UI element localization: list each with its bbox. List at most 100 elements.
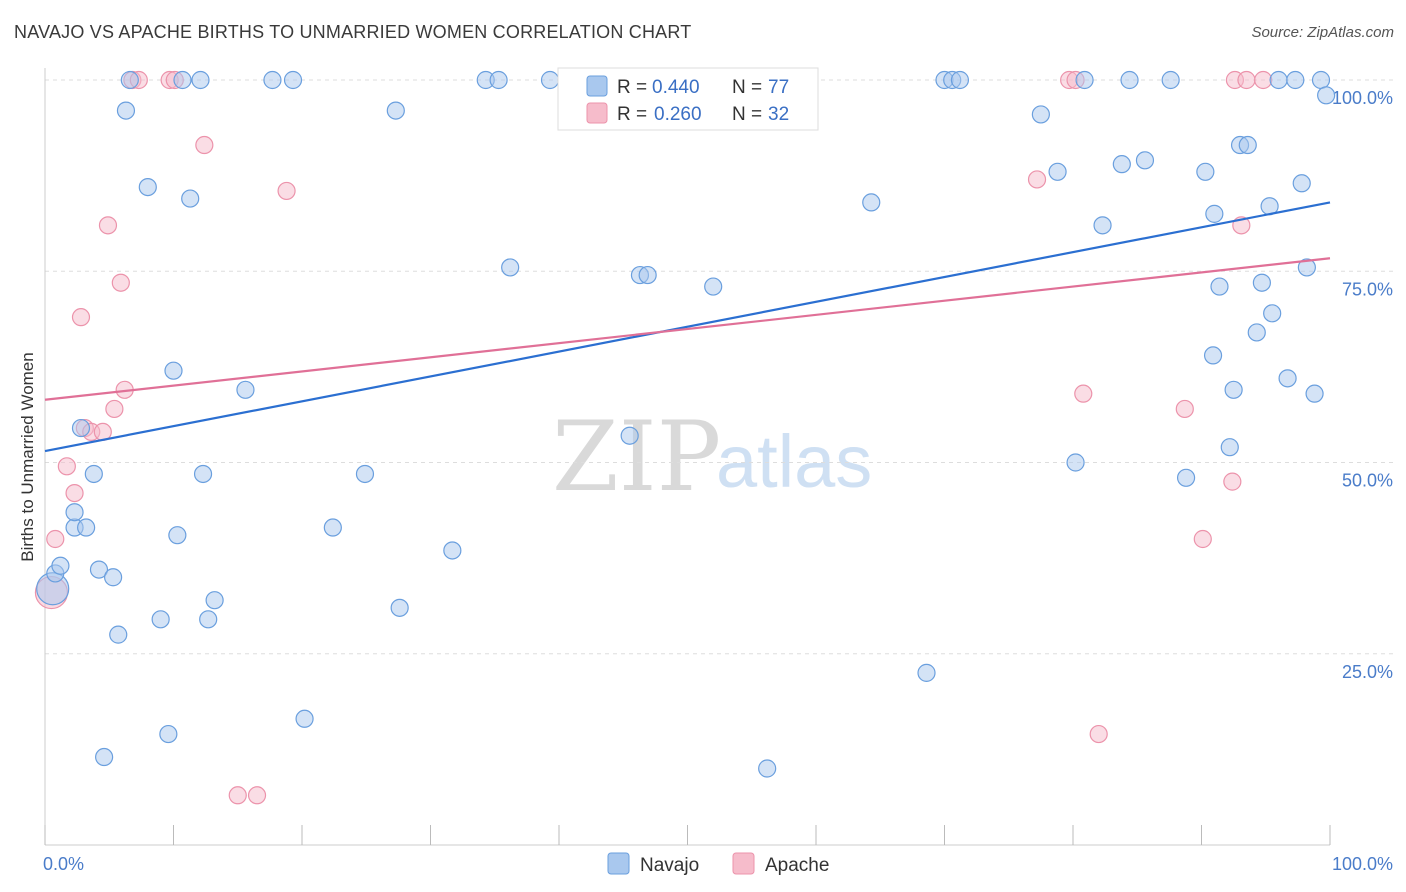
apache-point	[71, 308, 91, 327]
navajo-point	[443, 541, 462, 560]
navajo-point	[1317, 86, 1336, 105]
navajo-point	[116, 101, 136, 120]
tick-labels: 25.0% 50.0% 75.0% 100.0% 0.0% 100.0%	[43, 88, 1393, 874]
watermark-zip: ZIP	[552, 401, 721, 513]
apache-point	[46, 529, 65, 549]
apache-trendline	[44, 257, 1331, 401]
navajo-point	[1196, 162, 1215, 181]
legend-navajo-r-label: R =	[617, 77, 647, 98]
navajo-point	[89, 560, 109, 579]
navajo-point	[1297, 258, 1316, 277]
legend-apache-swatch	[586, 102, 608, 124]
navajo-point	[501, 258, 520, 277]
chart-title: NAVAJO VS APACHE BIRTHS TO UNMARRIED WOM…	[14, 22, 692, 42]
y-tick-label: 75.0%	[1342, 279, 1393, 299]
legend-navajo-n-label: N =	[732, 77, 762, 98]
navajo-point	[77, 518, 96, 537]
apache-point	[228, 786, 247, 805]
legend-navajo-r-value: 0.440	[652, 77, 700, 98]
apache-point	[195, 135, 214, 155]
navajo-point	[1263, 304, 1282, 323]
apache-point	[1175, 399, 1194, 419]
apache-point	[1237, 70, 1256, 90]
y-axis-label: Births to Unmarried Women	[18, 352, 37, 561]
navajo-point	[1305, 384, 1324, 403]
y-tick-label: 50.0%	[1342, 471, 1393, 491]
navajo-point	[1176, 468, 1196, 487]
navajo-trendline	[44, 201, 1331, 453]
apache-point	[1193, 529, 1212, 549]
navajo-point	[489, 70, 508, 90]
bottom-legend-navajo-swatch	[607, 852, 630, 875]
apache-point	[1074, 384, 1093, 403]
watermark-atlas: atlas	[716, 420, 872, 503]
navajo-point	[84, 464, 103, 484]
navajo-point	[199, 610, 218, 629]
navajo-point	[540, 70, 560, 90]
navajo-point	[168, 526, 187, 545]
navajo-point	[236, 380, 255, 399]
bottom-legend-apache-label: Apache	[765, 855, 829, 876]
apache-point	[98, 216, 118, 235]
apache-point	[1254, 70, 1273, 90]
legend-apache-n-value: 32	[768, 104, 789, 125]
legend-apache-r-label: R =	[617, 104, 647, 125]
navajo-point	[120, 70, 139, 90]
navajo-point	[71, 418, 91, 438]
navajo-point	[1075, 70, 1094, 90]
navajo-point	[1269, 70, 1288, 90]
navajo-point	[205, 591, 224, 610]
legend-navajo-n-value: 77	[768, 77, 789, 98]
navajo-point	[159, 724, 178, 744]
navajo-point	[1238, 135, 1257, 155]
source-credit: Source: ZipAtlas.com	[1251, 24, 1394, 41]
navajo-point	[1252, 273, 1271, 292]
trendlines	[44, 201, 1331, 453]
y-tick-label: 25.0%	[1342, 662, 1393, 682]
navajo-point	[109, 625, 128, 644]
correlation-legend: R = 0.440 N = 77 R = 0.260 N = 32	[557, 67, 819, 131]
navajo-point	[390, 598, 409, 617]
legend-navajo-swatch	[586, 75, 608, 97]
navajo-point	[104, 568, 123, 587]
navajo-point	[181, 189, 200, 208]
navajo-point	[1066, 453, 1085, 472]
bottom-legend-navajo-label: Navajo	[640, 855, 699, 876]
apache-point	[247, 786, 267, 805]
navajo-point	[1112, 155, 1131, 174]
navajo-point	[1135, 151, 1155, 170]
navajo-point	[950, 70, 970, 90]
navajo-series	[36, 70, 1336, 778]
legend-apache-n-label: N =	[732, 104, 762, 125]
navajo-point	[95, 747, 114, 767]
navajo-point	[1311, 70, 1331, 90]
navajo-point	[51, 556, 70, 575]
navajo-point	[862, 193, 881, 212]
navajo-point	[191, 70, 210, 90]
navajo-point	[917, 663, 936, 682]
navajo-point	[1247, 323, 1266, 342]
apache-point	[1089, 724, 1108, 744]
navajo-point	[193, 464, 213, 484]
watermark: ZIP atlas	[552, 401, 872, 513]
navajo-point	[263, 70, 282, 90]
navajo-point	[1048, 162, 1067, 181]
navajo-point	[1205, 204, 1224, 223]
apache-point	[1223, 472, 1242, 491]
navajo-point	[1203, 346, 1223, 365]
bottom-legend-apache-swatch	[732, 852, 755, 875]
navajo-point	[1286, 70, 1305, 90]
navajo-point	[704, 277, 723, 296]
navajo-point	[1210, 277, 1229, 296]
x-tick-label-max: 100.0%	[1332, 854, 1393, 874]
navajo-point	[758, 759, 777, 778]
navajo-point	[164, 361, 183, 380]
series-legend: Navajo Apache	[607, 852, 829, 876]
navajo-point	[620, 426, 639, 445]
navajo-point	[1220, 438, 1239, 457]
navajo-point	[173, 70, 192, 90]
navajo-point	[295, 709, 314, 728]
navajo-point	[323, 518, 342, 537]
apache-point	[277, 181, 296, 201]
